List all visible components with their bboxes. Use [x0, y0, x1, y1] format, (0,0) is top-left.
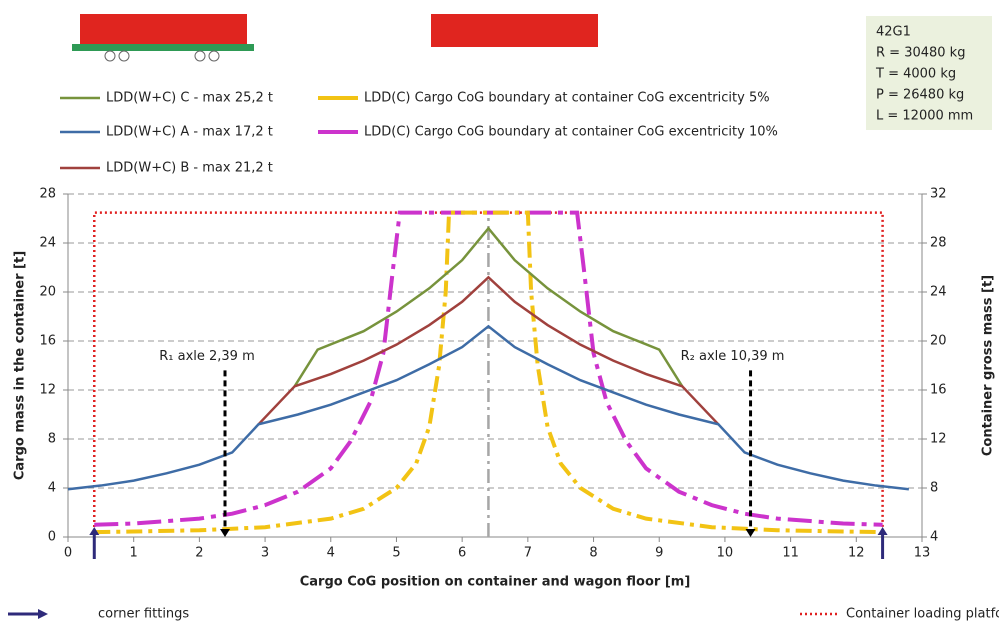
wheel: [194, 50, 206, 62]
y-tick-label: 8: [48, 432, 56, 447]
x-tick-label: 8: [589, 546, 597, 561]
x-tick-label: 13: [914, 546, 931, 561]
x-tick-label: 0: [64, 546, 72, 561]
y2-tick-label: 16: [930, 383, 947, 398]
x-tick-label: 4: [327, 546, 335, 561]
info-line: L = 12000 mm: [876, 109, 973, 124]
axle-label: R₂ axle 10,39 m: [681, 349, 785, 364]
y2-tick-label: 20: [930, 334, 947, 349]
x-tick-label: 6: [458, 546, 466, 561]
x-tick-label: 2: [195, 546, 203, 561]
x-tick-label: 9: [655, 546, 663, 561]
corner-fitting-head: [877, 527, 888, 535]
series-line: [94, 210, 883, 527]
y-tick-label: 24: [39, 236, 56, 251]
corner-fitting-head: [89, 527, 100, 535]
legend-label: LDD(W+C) B - max 21,2 t: [106, 161, 273, 176]
axle-arrow: [745, 529, 756, 537]
y-axis-title: Cargo mass in the container [t]: [13, 251, 28, 480]
x-tick-label: 3: [261, 546, 269, 561]
y-tick-label: 16: [39, 334, 56, 349]
container-image: [431, 14, 598, 47]
wheel: [118, 50, 130, 62]
info-line: T = 4000 kg: [875, 67, 956, 82]
wheel: [208, 50, 220, 62]
x-tick-label: 12: [848, 546, 865, 561]
info-line: R = 30480 kg: [876, 46, 965, 61]
y-tick-label: 12: [39, 383, 56, 398]
axle-arrow: [220, 529, 231, 537]
y2-tick-label: 32: [930, 187, 947, 202]
legend-label: LDD(W+C) A - max 17,2 t: [106, 125, 273, 140]
y-tick-label: 20: [39, 285, 56, 300]
wheel: [104, 50, 116, 62]
x-tick-label: 10: [717, 546, 734, 561]
container-image: [80, 14, 247, 47]
axle-label: R₁ axle 2,39 m: [159, 349, 255, 364]
series-line: [67, 324, 910, 491]
legend-label: corner fittings: [98, 607, 189, 622]
wagon-frame: [72, 44, 254, 51]
info-box: [866, 16, 992, 130]
y2-tick-label: 24: [930, 285, 947, 300]
x-tick-label: 5: [392, 546, 400, 561]
info-line: P = 26480 kg: [876, 88, 964, 103]
series-line: [94, 210, 883, 535]
y2-tick-label: 28: [930, 236, 947, 251]
x-tick-label: 7: [524, 546, 532, 561]
y2-tick-label: 4: [930, 530, 938, 545]
legend-label: LDD(C) Cargo CoG boundary at container C…: [364, 91, 770, 106]
y-tick-label: 4: [48, 481, 56, 496]
y2-axis-title: Container gross mass [t]: [981, 275, 996, 456]
y-tick-label: 28: [39, 187, 56, 202]
legend-label: LDD(W+C) C - max 25,2 t: [106, 91, 273, 106]
legend-label: Container loading platform and payload: [846, 607, 999, 622]
series-line: [293, 226, 684, 387]
y-tick-label: 0: [48, 530, 56, 545]
series-line: [257, 275, 720, 426]
y2-tick-label: 12: [930, 432, 947, 447]
legend-label: LDD(C) Cargo CoG boundary at container C…: [364, 125, 778, 140]
y2-tick-label: 8: [930, 481, 938, 496]
legend-arrow-head: [38, 609, 48, 619]
info-line: 42G1: [876, 25, 911, 40]
x-tick-label: 1: [130, 546, 138, 561]
wagon-illustration: [72, 14, 598, 62]
x-axis-title: Cargo CoG position on container and wago…: [300, 575, 691, 590]
x-tick-label: 11: [782, 546, 799, 561]
